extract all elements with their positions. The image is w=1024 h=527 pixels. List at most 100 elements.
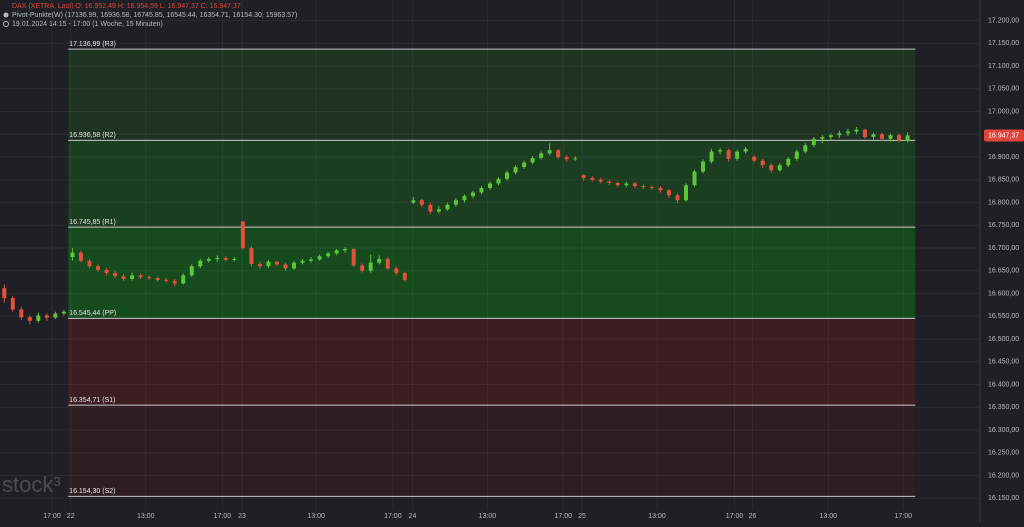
plot: 17.136,99 (R3) 16.936,58 (R2) 16.745,85 (R… xyxy=(0,0,980,510)
candle-body xyxy=(283,264,288,269)
candle-body xyxy=(428,204,433,212)
last-price-tag xyxy=(984,129,1024,142)
candle-body xyxy=(274,261,279,265)
candle-body xyxy=(880,134,884,139)
candle-body xyxy=(96,266,100,270)
indicator-line: Pivot-Punkte(W) (17136.99, 16936.58, 167… xyxy=(12,12,297,19)
candle-body xyxy=(871,134,876,137)
candle-body xyxy=(138,275,143,278)
candle-body xyxy=(777,165,782,171)
x-tick-label: 17:00 xyxy=(726,513,744,520)
candle-body xyxy=(292,262,296,269)
y-tick-label: 16.300,00 xyxy=(988,427,1019,434)
candle-body xyxy=(811,138,816,146)
candle-body xyxy=(164,279,169,281)
candle-body xyxy=(215,258,220,260)
candle-body xyxy=(786,158,791,166)
candle-body xyxy=(87,260,92,267)
candle-body xyxy=(36,315,41,321)
candle-body xyxy=(684,185,688,201)
y-tick-label: 16.700,00 xyxy=(988,245,1019,252)
x-tick-label: 22 xyxy=(67,513,75,520)
candle-body xyxy=(300,260,305,263)
candle-body xyxy=(257,263,262,267)
candle-body xyxy=(78,252,83,261)
candle-body xyxy=(897,135,902,141)
x-tick-label: 17:00 xyxy=(555,513,573,520)
candle-body xyxy=(905,135,910,141)
x-tick-label: 24 xyxy=(409,513,417,520)
candle-body xyxy=(632,183,637,187)
candle-body xyxy=(735,151,740,159)
pivot-label: 16.745,85 (R1) xyxy=(69,219,116,226)
candle-body xyxy=(607,181,612,183)
candle-body xyxy=(172,280,177,284)
pivot-label: 17.136,99 (R3) xyxy=(69,41,116,48)
candle-body xyxy=(505,172,510,179)
candle-body xyxy=(223,258,228,260)
pivot-label: 16.936,58 (R2) xyxy=(69,132,116,139)
candle-body xyxy=(27,317,32,321)
candle-body xyxy=(53,313,58,318)
candle-body xyxy=(564,157,569,160)
candle-body xyxy=(488,183,492,188)
x-tick-label: 23 xyxy=(238,513,246,520)
x-tick-label: 17:00 xyxy=(895,513,913,520)
candle-body xyxy=(317,256,322,260)
pivot-label: 16.154,30 (S2) xyxy=(69,488,115,495)
candle-body xyxy=(641,186,646,188)
x-tick-label: 17:00 xyxy=(384,513,402,520)
x-tick-label: 17:00 xyxy=(43,513,61,520)
candle-body xyxy=(360,265,365,271)
y-tick-label: 16.150,00 xyxy=(988,495,1019,502)
candle-body xyxy=(326,253,331,257)
x-tick-label: 13:00 xyxy=(479,513,497,520)
candle-body xyxy=(752,157,757,161)
pivot-zone xyxy=(68,227,916,319)
y-tick-label: 16.250,00 xyxy=(988,450,1019,457)
candle-body xyxy=(769,165,774,171)
candle-body xyxy=(658,187,663,191)
candle-body xyxy=(760,160,765,166)
candle-body xyxy=(522,162,527,168)
candle-body xyxy=(121,276,126,279)
candle-body xyxy=(496,178,501,184)
pivot-zone xyxy=(68,49,916,141)
candle-body xyxy=(309,259,314,261)
y-tick-label: 16.500,00 xyxy=(988,336,1019,343)
candle-body xyxy=(820,136,825,139)
candle-body xyxy=(155,278,160,280)
y-tick-label: 16.750,00 xyxy=(988,222,1019,229)
candle-body xyxy=(266,261,271,267)
candle-body xyxy=(394,268,399,274)
candle-body xyxy=(854,129,859,132)
candle-body xyxy=(649,187,654,189)
candle-body xyxy=(181,275,186,284)
candle-body xyxy=(19,309,24,318)
clock-icon xyxy=(3,21,9,27)
pivot-zone xyxy=(68,318,916,406)
candle-body xyxy=(556,150,561,158)
y-tick-label: 16.200,00 xyxy=(988,472,1019,479)
candle-body xyxy=(351,248,356,266)
y-tick-label: 16.850,00 xyxy=(988,177,1019,184)
x-tick-label: 13:00 xyxy=(648,513,666,520)
candle-body xyxy=(845,131,850,134)
y-tick-label: 17.200,00 xyxy=(988,17,1019,24)
candle-body xyxy=(445,204,450,210)
candle-body xyxy=(573,158,578,160)
y-tick-label: 16.400,00 xyxy=(988,381,1019,388)
candle-body xyxy=(888,135,893,139)
candle-body xyxy=(343,248,348,251)
candle-body xyxy=(377,258,382,263)
indicator-icon xyxy=(3,12,9,18)
y-tick-label: 16.350,00 xyxy=(988,404,1019,411)
candle-body xyxy=(837,133,842,136)
candle-body xyxy=(436,209,441,212)
candle-body xyxy=(198,260,203,267)
candle-body xyxy=(411,200,416,203)
candle-body xyxy=(615,182,620,186)
y-tick-label: 16.550,00 xyxy=(988,313,1019,320)
